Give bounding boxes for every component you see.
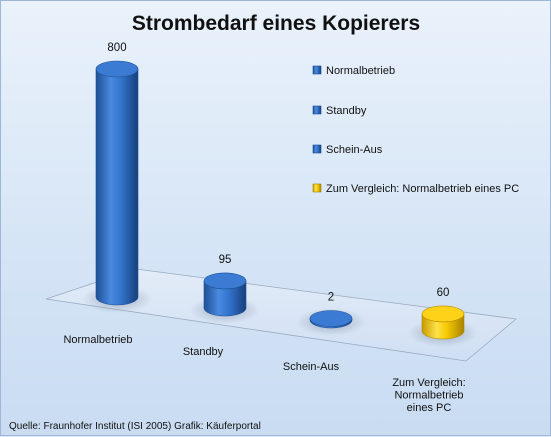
bar-zum-vergleich-normalbetrieb-eines-pc [408, 305, 478, 347]
category-label-zum-vergleich-normalbetrieb-eines-pc: Zum Vergleich: Normalbetrieb eines PC [392, 377, 465, 414]
value-labels-group: 800 95 2 60 [107, 42, 449, 304]
legend-label: Normalbetrieb [326, 65, 395, 77]
legend-label: Schein-Aus [326, 144, 383, 156]
legend-label: Standby [326, 105, 367, 117]
category-label-standby: Standby [183, 346, 224, 358]
category-label-schein-aus: Schein-Aus [283, 361, 340, 373]
category-label-normalbetrieb: Normalbetrieb [63, 334, 132, 346]
bar-normalbetrieb-top [95, 60, 139, 78]
chart-title: Strombedarf eines Kopierers [132, 12, 420, 35]
legend-swatch [312, 183, 322, 193]
bar-standby [190, 272, 260, 324]
bar-standby-top [203, 272, 247, 290]
bar-schein-aus-top [309, 310, 353, 327]
legend-item-zum-vergleich-normalbetrieb-eines-pc: Zum Vergleich: Normalbetrieb eines PC [312, 183, 519, 195]
bar-normalbetrieb-body [95, 68, 139, 306]
bar-zum-vergleich-normalbetrieb-eines-pc-top [421, 305, 465, 323]
value-label-standby: 95 [219, 254, 232, 266]
bars-group [82, 60, 478, 347]
legend-item-standby: Standby [312, 105, 367, 117]
source-note: Quelle: Fraunhofer Institut (ISI 2005) G… [9, 421, 261, 432]
legend-swatch [312, 105, 322, 115]
bar-schein-aus [296, 308, 366, 336]
category-labels-group: Normalbetrieb Standby Schein-Aus Zum Vergle… [63, 334, 465, 414]
value-label-zum-vergleich-normalbetrieb-eines-pc: 60 [437, 287, 450, 299]
value-label-schein-aus: 2 [328, 292, 334, 304]
bar-standby-body [203, 280, 247, 317]
legend-swatch [312, 144, 322, 154]
legend: Normalbetrieb Standby Schein-Aus Zum Vergle… [312, 65, 519, 195]
legend-item-normalbetrieb: Normalbetrieb [312, 65, 395, 77]
legend-item-schein-aus: Schein-Aus [312, 144, 383, 156]
legend-swatch [312, 65, 322, 75]
value-label-normalbetrieb: 800 [107, 42, 126, 54]
legend-label: Zum Vergleich: Normalbetrieb eines PC [326, 183, 519, 195]
bar-normalbetrieb [82, 60, 152, 313]
